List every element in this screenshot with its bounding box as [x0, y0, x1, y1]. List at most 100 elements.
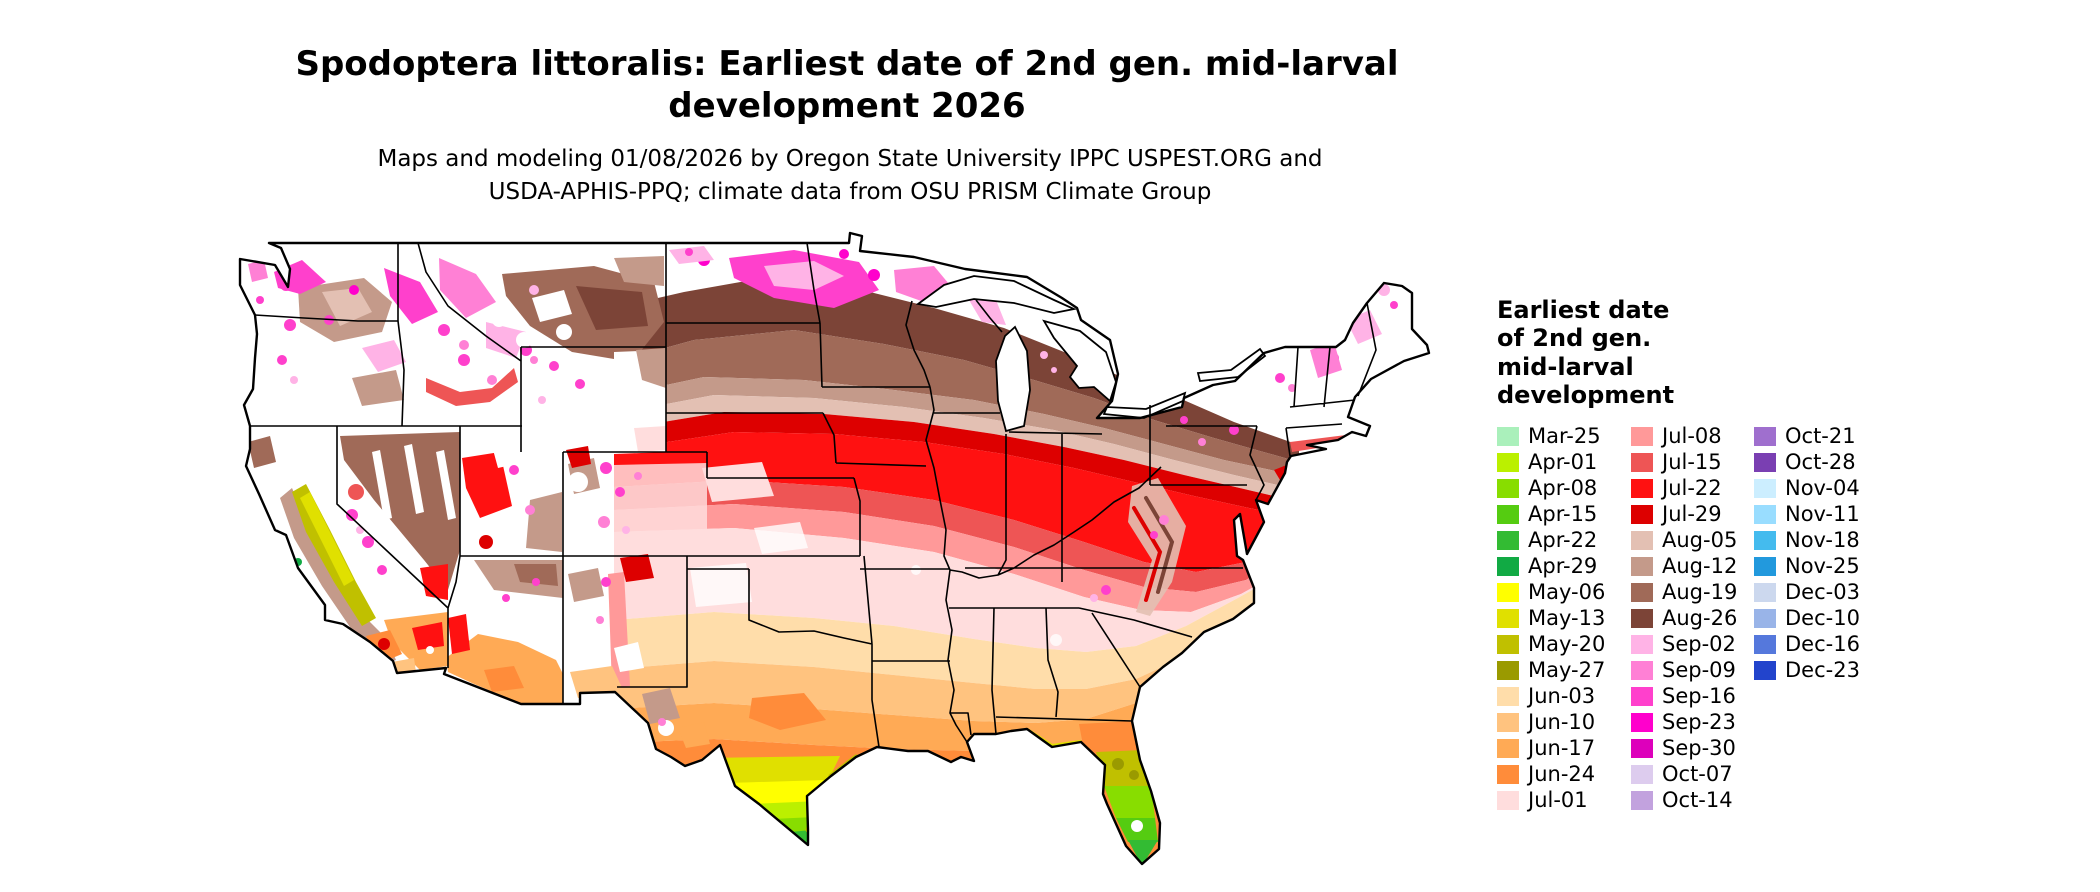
legend-swatch [1631, 478, 1653, 498]
legend: Earliest date of 2nd gen. mid-larval dev… [1497, 296, 2087, 813]
legend-label: Jun-24 [1528, 762, 1596, 787]
legend-label: Sep-16 [1662, 684, 1736, 709]
page-subtitle-line1: Maps and modeling 01/08/2026 by Oregon S… [377, 146, 1323, 172]
legend-swatch [1631, 452, 1653, 472]
legend-column: Mar-25 Apr-01 Apr-08 Apr-15 Apr-22 Apr-29 May-… [1497, 423, 1631, 813]
page-title-line1: Spodoptera littoralis: Earliest date of … [295, 43, 1399, 84]
legend-swatch [1497, 530, 1519, 550]
legend-label: Nov-18 [1785, 528, 1860, 553]
legend-label: Dec-16 [1785, 632, 1860, 657]
legend-item: Jun-17 [1497, 735, 1631, 761]
legend-item: May-06 [1497, 579, 1631, 605]
legend-swatch [1497, 634, 1519, 654]
legend-swatch [1631, 634, 1653, 654]
legend-swatch [1631, 582, 1653, 602]
legend-label: Nov-11 [1785, 502, 1860, 527]
legend-label: Sep-09 [1662, 658, 1736, 683]
legend-swatch [1754, 504, 1776, 524]
legend-swatch [1631, 686, 1653, 706]
legend-swatch [1631, 790, 1653, 810]
legend-label: Apr-15 [1528, 502, 1598, 527]
legend-label: Nov-04 [1785, 476, 1860, 501]
legend-label: Jul-08 [1662, 424, 1722, 449]
legend-item: Nov-04 [1754, 475, 1904, 501]
legend-swatch [1497, 608, 1519, 628]
legend-item: May-27 [1497, 657, 1631, 683]
legend-column: Oct-21 Oct-28 Nov-04 Nov-11 Nov-18 Nov-25 Dec-… [1754, 423, 1904, 813]
legend-swatch [1754, 608, 1776, 628]
legend-swatch [1497, 764, 1519, 784]
legend-item: May-20 [1497, 631, 1631, 657]
legend-label: Apr-29 [1528, 554, 1598, 579]
legend-item: Jun-03 [1497, 683, 1631, 709]
legend-item: Aug-19 [1631, 579, 1754, 605]
legend-swatch [1754, 582, 1776, 602]
legend-label: Nov-25 [1785, 554, 1860, 579]
legend-swatch [1631, 556, 1653, 576]
legend-label: Jul-01 [1528, 788, 1588, 813]
legend-label: Jul-29 [1662, 502, 1722, 527]
legend-item: Apr-08 [1497, 475, 1631, 501]
legend-item: Jun-24 [1497, 761, 1631, 787]
us-outline [238, 231, 1431, 866]
legend-item: Aug-05 [1631, 527, 1754, 553]
legend-item: Sep-09 [1631, 657, 1754, 683]
legend-item: Sep-16 [1631, 683, 1754, 709]
legend-swatch [1754, 478, 1776, 498]
legend-swatch [1497, 738, 1519, 758]
legend-item: Apr-22 [1497, 527, 1631, 553]
legend-swatch [1631, 608, 1653, 628]
legend-swatch [1497, 504, 1519, 524]
legend-swatch [1497, 426, 1519, 446]
legend-label: Oct-28 [1785, 450, 1856, 475]
legend-title-line3: mid-larval [1497, 352, 1634, 381]
legend-label: Apr-08 [1528, 476, 1598, 501]
legend-swatch [1497, 556, 1519, 576]
legend-item: Sep-02 [1631, 631, 1754, 657]
legend-columns: Mar-25 Apr-01 Apr-08 Apr-15 Apr-22 Apr-29 May-… [1497, 423, 2087, 813]
legend-swatch [1754, 452, 1776, 472]
legend-label: May-27 [1528, 658, 1606, 683]
lake-michigan [995, 325, 1031, 433]
page-subtitle: Maps and modeling 01/08/2026 by Oregon S… [0, 143, 1700, 210]
legend-title-line4: development [1497, 380, 1675, 409]
legend-swatch [1497, 582, 1519, 602]
legend-swatch [1754, 530, 1776, 550]
legend-label: Jun-03 [1528, 684, 1596, 709]
legend-label: Mar-25 [1528, 424, 1601, 449]
legend-item: Apr-01 [1497, 449, 1631, 475]
legend-item: May-13 [1497, 605, 1631, 631]
lake-superior [915, 275, 1077, 314]
legend-swatch [1497, 452, 1519, 472]
legend-item: Nov-11 [1754, 501, 1904, 527]
lake-huron [1042, 319, 1117, 403]
legend-swatch [1631, 504, 1653, 524]
page-title-line2: development 2026 [668, 86, 1026, 127]
legend-label: Jun-17 [1528, 736, 1596, 761]
legend-swatch [1497, 686, 1519, 706]
legend-item: Sep-30 [1631, 735, 1754, 761]
legend-swatch [1497, 478, 1519, 498]
legend-label: Jun-10 [1528, 710, 1596, 735]
legend-item: Aug-12 [1631, 553, 1754, 579]
legend-title-line2: of 2nd gen. [1497, 324, 1652, 353]
legend-label: Dec-10 [1785, 606, 1860, 631]
legend-label: Oct-14 [1662, 788, 1733, 813]
legend-label: Sep-23 [1662, 710, 1736, 735]
legend-label: May-20 [1528, 632, 1606, 657]
legend-title-line1: Earliest date [1497, 296, 1670, 324]
legend-item: Jul-08 [1631, 423, 1754, 449]
legend-swatch [1631, 764, 1653, 784]
us-map-svg [238, 231, 1431, 866]
legend-label: Dec-03 [1785, 580, 1860, 605]
legend-swatch [1631, 712, 1653, 732]
legend-swatch [1631, 738, 1653, 758]
legend-item: Jun-10 [1497, 709, 1631, 735]
legend-label: Oct-21 [1785, 424, 1856, 449]
legend-label: Jul-15 [1662, 450, 1722, 475]
legend-item: Mar-25 [1497, 423, 1631, 449]
state-borders [250, 242, 1377, 748]
legend-title: Earliest date of 2nd gen. mid-larval dev… [1497, 296, 2087, 409]
legend-label: Dec-23 [1785, 658, 1860, 683]
legend-swatch [1754, 556, 1776, 576]
